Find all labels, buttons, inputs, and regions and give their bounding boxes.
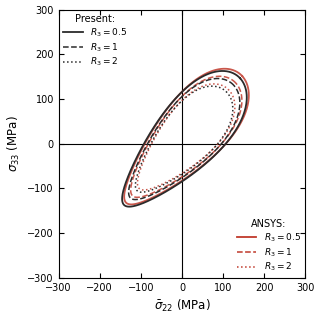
Legend: $R_3=0.5$, $R_3=1$, $R_3=2$: $R_3=0.5$, $R_3=1$, $R_3=2$ bbox=[235, 217, 302, 275]
Y-axis label: $\sigma_{33}$ (MPa): $\sigma_{33}$ (MPa) bbox=[5, 116, 22, 172]
X-axis label: $\bar{\sigma}_{22}$ (MPa): $\bar{\sigma}_{22}$ (MPa) bbox=[154, 298, 210, 315]
